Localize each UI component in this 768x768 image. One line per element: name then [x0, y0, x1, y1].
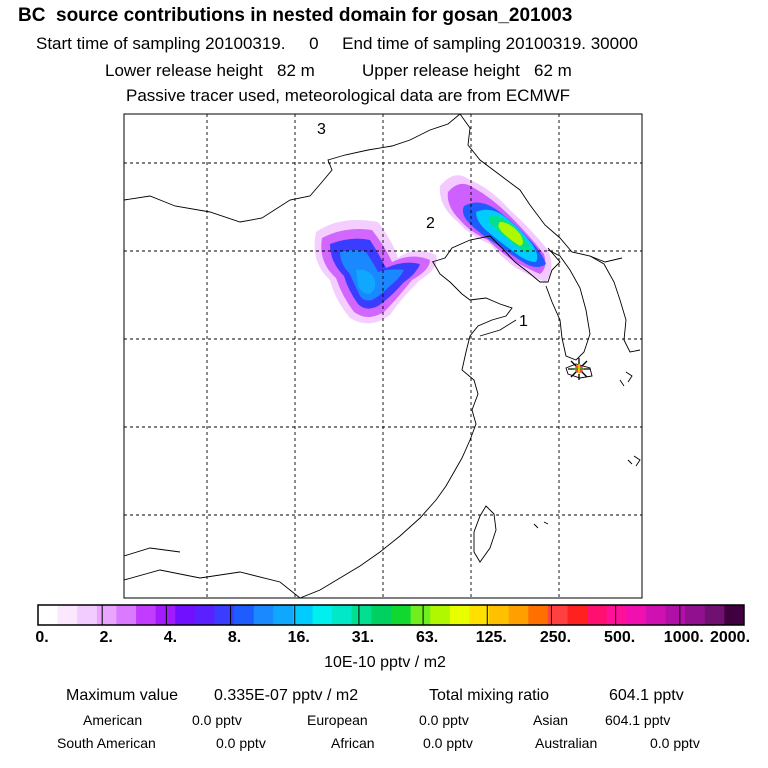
- colorbar-label: 4.: [163, 629, 178, 646]
- region-name-african: African: [331, 735, 375, 751]
- colorbar-cell: [528, 605, 549, 625]
- region-name-asian: Asian: [533, 712, 569, 728]
- colorbar-cell: [469, 605, 490, 625]
- plume-northeast: [439, 175, 552, 282]
- colorbar-label: 63.: [415, 629, 439, 646]
- colorbar-label: 125.: [475, 629, 507, 646]
- sampling-times: Start time of sampling 20100319. 0 End t…: [36, 34, 638, 53]
- colorbar-label: 500.: [604, 629, 636, 646]
- region-name-american: American: [83, 712, 143, 728]
- colorbar-cell: [194, 605, 215, 625]
- colorbar: [37, 604, 745, 626]
- colorbar-label: 8.: [227, 629, 242, 646]
- colorbar-label: 16.: [287, 629, 310, 646]
- colorbar-cell: [547, 605, 568, 625]
- colorbar-cell: [371, 605, 392, 625]
- region-name-south-american: South American: [57, 735, 156, 751]
- region-value-south-american: 0.0 pptv: [216, 735, 266, 751]
- colorbar-label: 1000.: [663, 629, 704, 646]
- colorbar-label: 31.: [351, 629, 375, 646]
- colorbar-cell: [38, 605, 59, 625]
- colorbar-cell: [312, 605, 333, 625]
- region-label-3: 3: [317, 121, 326, 138]
- colorbar-cell: [57, 605, 78, 625]
- colorbar-cell: [410, 605, 431, 625]
- total-mixing-label: Total mixing ratio: [429, 687, 550, 704]
- colorbar-cell: [234, 605, 255, 625]
- region-name-european: European: [307, 712, 368, 728]
- colorbar-cells: [38, 605, 745, 625]
- colorbar-cell: [77, 605, 98, 625]
- colorbar-cell: [724, 605, 745, 625]
- colorbar-cell: [587, 605, 608, 625]
- colorbar-cell: [685, 605, 706, 625]
- region-name-australian: Australian: [535, 735, 598, 751]
- colorbar-cell: [253, 605, 274, 625]
- coastlines: [124, 114, 641, 598]
- tracer-info: Passive tracer used, meteorological data…: [126, 86, 571, 105]
- colorbar-cell: [430, 605, 451, 625]
- source-contribution-map: 3 2 1: [123, 113, 643, 599]
- colorbar-cell: [508, 605, 529, 625]
- total-mixing-value: 604.1 pptv: [609, 687, 684, 704]
- colorbar-cell: [96, 605, 117, 625]
- colorbar-cell: [116, 605, 137, 625]
- colorbar-cell: [292, 605, 314, 625]
- region-label-2: 2: [426, 215, 435, 232]
- colorbar-cell: [351, 605, 372, 625]
- colorbar-label: 250.: [539, 629, 572, 646]
- colorbar-cell: [136, 605, 157, 625]
- colorbar-cell: [626, 605, 647, 625]
- colorbar-cell: [704, 605, 725, 625]
- colorbar-cell: [606, 605, 627, 625]
- colorbar-cell: [155, 605, 176, 625]
- plot-title: BC source contributions in nested domain…: [18, 5, 573, 26]
- colorbar-outline: [37, 604, 745, 626]
- colorbar-cell: [214, 605, 235, 625]
- region-value-asian: 604.1 pptv: [605, 712, 671, 728]
- colorbar-cell: [665, 605, 686, 625]
- colorbar-cell: [175, 605, 196, 625]
- colorbar-cell: [332, 605, 353, 625]
- lat-lon-grid: [124, 114, 642, 598]
- colorbar-cell: [567, 605, 588, 625]
- station-star-icon: [568, 358, 590, 380]
- region-label-1: 1: [519, 313, 528, 330]
- max-value-label: Maximum value: [66, 687, 179, 704]
- colorbar-cell: [273, 605, 294, 625]
- release-heights: Lower release height 82 m Upper release …: [105, 61, 572, 80]
- colorbar-label: 2.: [99, 629, 113, 646]
- map-frame: [123, 113, 643, 599]
- colorbar-ticks: [101, 605, 681, 625]
- colorbar-cell: [645, 605, 667, 625]
- colorbar-units: 10E-10 pptv / m2: [324, 654, 446, 671]
- region-value-european: 0.0 pptv: [419, 712, 469, 728]
- colorbar-label: 0.: [35, 629, 49, 646]
- region-value-african: 0.0 pptv: [423, 735, 473, 751]
- colorbar-cell: [489, 605, 510, 625]
- region-value-australian: 0.0 pptv: [650, 735, 700, 751]
- colorbar-label: 2000.: [709, 629, 751, 646]
- max-value: 0.335E-07 pptv / m2: [214, 687, 359, 704]
- region-value-american: 0.0 pptv: [192, 712, 242, 728]
- colorbar-cell: [391, 605, 412, 625]
- colorbar-cell: [449, 605, 470, 625]
